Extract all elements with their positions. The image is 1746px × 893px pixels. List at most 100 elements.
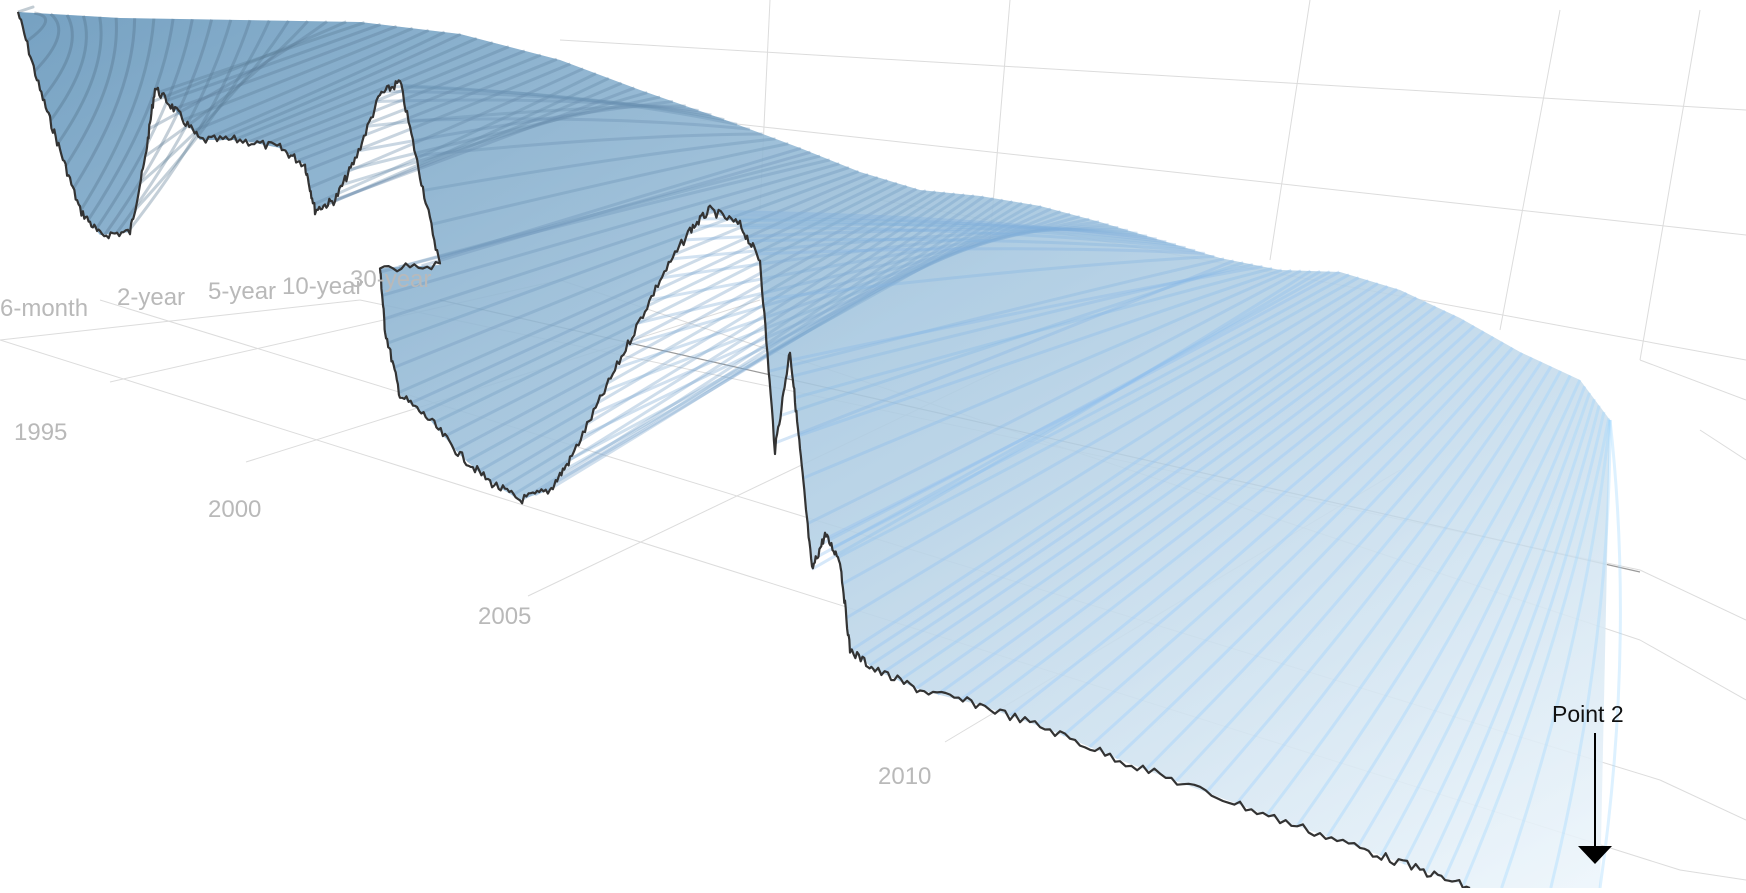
surface-strand: [816, 270, 1321, 559]
surface-strand: [1379, 392, 1591, 857]
surface-strand: [859, 287, 1399, 660]
surface-strand: [649, 220, 1100, 302]
surface-strand: [1062, 335, 1495, 737]
surface-strand: [693, 222, 1138, 235]
grid-line: [1639, 639, 1746, 701]
surface-strand: [152, 20, 347, 103]
x-tick-label: 6-month: [0, 295, 88, 322]
surface-strand: [708, 209, 1157, 241]
surface-strand: [421, 150, 811, 268]
surface-strand: [144, 20, 309, 158]
surface-strand: [1235, 365, 1553, 805]
surface-strand: [367, 104, 686, 128]
surface-strand: [33, 12, 61, 73]
surface-strand: [982, 319, 1466, 708]
x-tick-label: 10-year: [282, 273, 363, 300]
surface-strand: [1442, 411, 1606, 880]
surface-strand: [443, 187, 917, 438]
surface-strand: [581, 205, 1042, 438]
surface-strand: [1402, 398, 1596, 865]
surface-strand: [511, 194, 975, 497]
surface-strand: [432, 184, 908, 425]
surface-strand: [49, 15, 88, 122]
surface-strand: [86, 18, 175, 222]
surface-strand: [393, 84, 725, 122]
surface-strand: [349, 95, 661, 171]
y-tick-label: 1995: [14, 419, 67, 446]
surface-strand: [319, 76, 610, 209]
surface-strand: [785, 263, 1254, 380]
y-tick-label: 2000: [208, 496, 261, 523]
surface-strand: [683, 227, 1128, 242]
surface-strand: [278, 49, 526, 150]
surface-strand: [358, 100, 674, 153]
surface-strand: [1500, 419, 1612, 889]
surface-strand: [165, 23, 382, 102]
surface-strand: [592, 207, 1052, 416]
surface-strand: [1356, 385, 1587, 848]
surface-strand: [79, 18, 156, 212]
surface-strand: [415, 132, 763, 158]
surface-strand: [798, 268, 1283, 438]
surface-strand: [719, 213, 1167, 244]
surface-strand: [398, 175, 879, 394]
surface-strand: [148, 20, 328, 130]
surface-strand: [288, 53, 542, 156]
surface-strand: [1174, 356, 1533, 783]
surface-strand: [841, 279, 1370, 586]
surface-strand: [522, 195, 985, 501]
annotation-point-2: Point 2: [1552, 701, 1624, 864]
surface-strand: [831, 273, 1350, 550]
annotation-label: Point 2: [1552, 701, 1624, 727]
surface-strand: [603, 210, 1062, 393]
surface-strand: [309, 67, 584, 189]
surface-strand: [626, 215, 1081, 348]
surface-strand: [488, 192, 956, 483]
surface-strand: [898, 300, 1427, 682]
surface-strand: [849, 285, 1389, 652]
surface-strand: [133, 19, 271, 212]
surface-strand: [881, 296, 1418, 675]
surface-strand: [305, 62, 571, 172]
surface-strand: [393, 173, 869, 370]
surface-strand: [806, 269, 1302, 526]
grid-line: [0, 299, 361, 341]
surface-strand: [173, 24, 398, 111]
surface-strand: [821, 270, 1331, 546]
surface-strand: [545, 198, 1004, 493]
surface-strand: [756, 247, 1205, 256]
surface-strand: [17, 5, 35, 14]
surface-strand: [794, 266, 1273, 400]
surface-strand: [409, 178, 889, 405]
surface-strand: [263, 45, 510, 147]
surface-strand: [701, 217, 1148, 238]
short-rate-line: [16, 11, 1471, 890]
grid-line: [1699, 429, 1746, 461]
surface-strand: [1424, 405, 1601, 873]
annotation-arrow-head-icon: [1578, 846, 1612, 864]
surface-strand: [661, 223, 1109, 280]
surface-strand: [158, 21, 366, 94]
surface-strand: [71, 18, 137, 190]
surface-strand: [41, 14, 74, 100]
surface-strand: [811, 269, 1312, 571]
surface-strand: [1114, 346, 1514, 760]
short-rate-line-group: [16, 11, 1471, 890]
surface-strand: [868, 291, 1408, 667]
axis-tick-labels: 6-month 2-year 5-year 10-year 30-year 19…: [0, 266, 931, 790]
surface-strand: [768, 257, 1225, 373]
grid-line: [1499, 9, 1561, 331]
surface-strand: [1035, 330, 1485, 727]
surface-strand: [342, 91, 648, 187]
surface-strand: [379, 158, 831, 274]
surface-strand: [1598, 419, 1622, 889]
surface-strand: [569, 203, 1033, 461]
surface-strand: [94, 18, 194, 231]
grid-line: [1639, 9, 1701, 361]
surface-strand: [500, 193, 966, 490]
surface-strand: [534, 196, 995, 497]
surface-strand: [1205, 361, 1543, 794]
surface-strand: [381, 162, 840, 297]
